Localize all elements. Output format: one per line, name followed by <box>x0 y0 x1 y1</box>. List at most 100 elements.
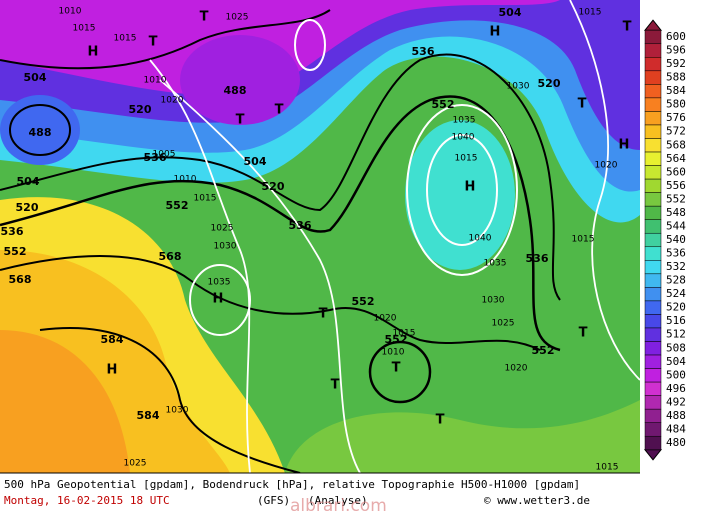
legend-cell <box>644 192 662 207</box>
legend-label: 484 <box>666 422 686 435</box>
pressure-label: 1010 <box>59 7 82 17</box>
legend-label: 536 <box>666 247 686 260</box>
geopotential-label: 536 <box>144 151 167 164</box>
legend-cell <box>644 341 662 356</box>
legend-label: 556 <box>666 179 686 192</box>
legend-label: 564 <box>666 152 686 165</box>
pressure-center: T <box>579 326 588 341</box>
pressure-label: 1030 <box>507 82 530 92</box>
pressure-label: 1015 <box>579 8 602 18</box>
pressure-center: H <box>490 25 501 40</box>
legend-cell <box>644 205 662 220</box>
geopotential-label: 552 <box>385 333 408 346</box>
pressure-center: H <box>88 45 99 60</box>
legend-cell <box>644 408 662 423</box>
pressure-label: 1015 <box>596 463 619 473</box>
legend-label: 532 <box>666 260 686 273</box>
legend-label: 524 <box>666 287 686 300</box>
legend-arrow-bottom <box>643 449 663 461</box>
pressure-center: T <box>275 103 284 118</box>
pressure-label: 1015 <box>572 235 595 245</box>
legend-label: 504 <box>666 355 686 368</box>
legend-label: 592 <box>666 57 686 70</box>
legend-label: 552 <box>666 192 686 205</box>
pressure-center: T <box>623 20 632 35</box>
legend-label: 584 <box>666 84 686 97</box>
legend-label: 480 <box>666 436 686 449</box>
geopotential-label: 536 <box>412 45 435 58</box>
legend-cell <box>644 29 662 45</box>
legend-cell <box>644 219 662 234</box>
pressure-label: 1010 <box>174 175 197 185</box>
geopotential-label: 552 <box>4 245 27 258</box>
legend-cell <box>644 260 662 275</box>
geopotential-label: 488 <box>29 126 52 139</box>
pressure-label: 1030 <box>214 242 237 252</box>
pressure-label: 1015 <box>194 194 217 204</box>
pressure-label: 1030 <box>166 406 189 416</box>
pressure-label: 1040 <box>469 234 492 244</box>
geopotential-label: 536 <box>526 252 549 265</box>
geopotential-label: 568 <box>9 273 32 286</box>
legend-cell <box>644 111 662 126</box>
legend-cell <box>644 165 662 180</box>
legend-cell <box>644 381 662 396</box>
legend-label: 528 <box>666 274 686 287</box>
pressure-label: 1035 <box>484 259 507 269</box>
legend-label: 492 <box>666 395 686 408</box>
legend-label: 560 <box>666 165 686 178</box>
pressure-label: 1015 <box>114 34 137 44</box>
legend-label: 540 <box>666 233 686 246</box>
pressure-center: T <box>319 307 328 322</box>
contours <box>0 9 561 474</box>
geopotential-label: 552 <box>532 344 555 357</box>
pressure-label: 1015 <box>455 154 478 164</box>
legend-cell <box>644 314 662 329</box>
legend-cell <box>644 138 662 153</box>
pressure-label: 1035 <box>453 116 476 126</box>
pressure-center: T <box>436 413 445 428</box>
geopotential-label: 520 <box>16 201 39 214</box>
geopotential-label: 552 <box>166 199 189 212</box>
geopotential-label: 504 <box>24 71 47 84</box>
legend-cell <box>644 327 662 342</box>
legend-label: 544 <box>666 219 686 232</box>
geopotential-label: 504 <box>499 6 522 19</box>
legend-label: 580 <box>666 98 686 111</box>
legend-cell <box>644 273 662 288</box>
geopotential-label: 520 <box>262 180 285 193</box>
footer-bg <box>0 473 640 513</box>
pressure-label: 1025 <box>492 319 515 329</box>
pressure-center: T <box>200 10 209 25</box>
geopotential-label: 520 <box>538 77 561 90</box>
pressure-label: 1025 <box>226 13 249 23</box>
pressure-center: H <box>619 138 630 153</box>
legend-label: 576 <box>666 111 686 124</box>
geopotential-label: 568 <box>159 250 182 263</box>
geopotential-label: 520 <box>129 103 152 116</box>
footer-copyright: © www.wetter3.de <box>484 494 590 507</box>
pressure-label: 1020 <box>595 161 618 171</box>
legend-cell <box>644 97 662 112</box>
pressure-label: 1025 <box>211 224 234 234</box>
pressure-label: 1040 <box>452 133 475 143</box>
pressure-label: 1020 <box>505 364 528 374</box>
footer-run: (Analyse) <box>308 494 368 507</box>
legend-cell <box>644 435 662 451</box>
pressure-center: H <box>213 292 224 307</box>
geopotential-label: 536 <box>1 225 24 238</box>
footer-description: 500 hPa Geopotential [gpdam], Bodendruck… <box>4 478 580 491</box>
legend-label: 488 <box>666 409 686 422</box>
legend-cell <box>644 300 662 315</box>
legend-cell <box>644 151 662 166</box>
geopotential-label: 552 <box>432 98 455 111</box>
legend-label: 600 <box>666 30 686 43</box>
geopotential-label: 504 <box>244 155 267 168</box>
legend-label: 596 <box>666 44 686 57</box>
legend-label: 496 <box>666 382 686 395</box>
pressure-label: 1015 <box>393 329 416 339</box>
legend-cell <box>644 70 662 85</box>
legend-label: 516 <box>666 314 686 327</box>
pressure-label: 1025 <box>124 459 147 469</box>
